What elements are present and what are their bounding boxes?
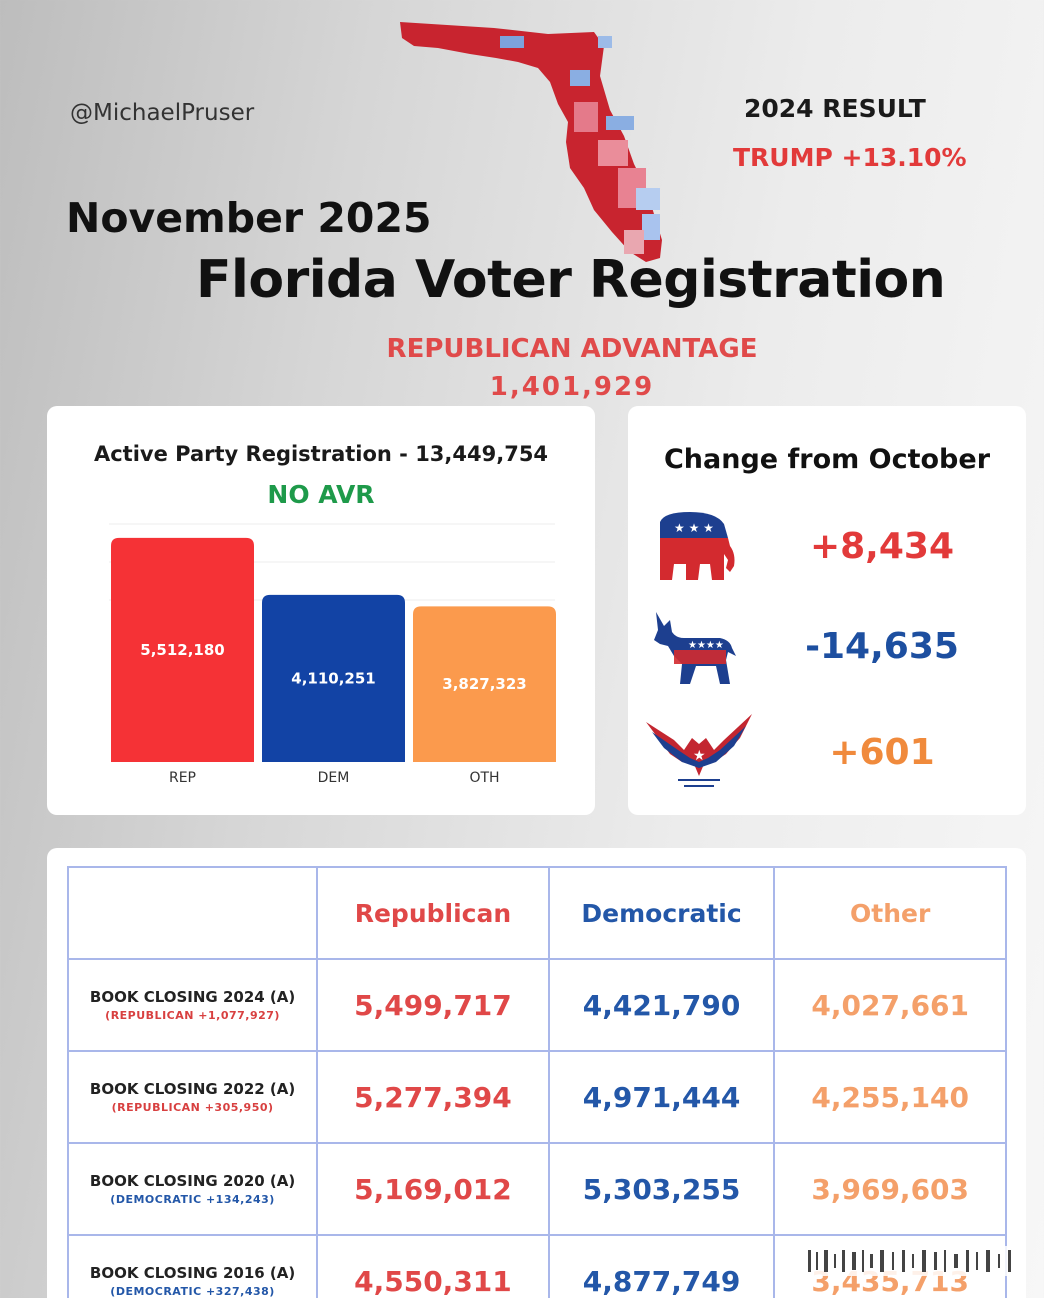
change-democratic: -14,635 <box>805 626 959 667</box>
history-table-card: Republican Democratic Other BOOK CLOSING… <box>47 848 1026 1298</box>
chart-subtitle: NO AVR <box>267 480 375 509</box>
row-label: BOOK CLOSING 2020 (A) <box>89 1172 296 1190</box>
table-header-republican: Republican <box>316 866 550 960</box>
cell-democratic: 4,877,749 <box>547 1234 776 1298</box>
result-value: TRUMP +13.10% <box>733 143 967 172</box>
table-header-other: Other <box>773 866 1007 960</box>
chart-title: Active Party Registration - 13,449,754 <box>93 442 549 466</box>
bar-value-label: 4,110,251 <box>291 669 375 687</box>
map-county-pink <box>598 140 628 166</box>
svg-text:★★★★: ★★★★ <box>688 640 724 651</box>
bar-rep <box>111 537 254 762</box>
cell-democratic: 4,421,790 <box>547 958 776 1052</box>
registration-chart-card: Active Party Registration - 13,449,754 N… <box>47 406 595 815</box>
map-county-pink <box>574 102 598 132</box>
report-month: November 2025 <box>66 194 432 242</box>
cell-democratic: 4,971,444 <box>547 1050 776 1144</box>
change-card: Change from October ★ ★ ★ +8,434 ★★★★ -1… <box>628 406 1026 815</box>
bar-value-label: 3,827,323 <box>442 675 526 693</box>
registration-bar-chart: 5,512,180 REP 4,110,251 DEM 3,827,323 OTH <box>109 523 556 786</box>
row-label: BOOK CLOSING 2016 (A) <box>89 1264 296 1282</box>
cell-other: 4,027,661 <box>773 958 1007 1052</box>
table-row: BOOK CLOSING 2020 (A) (DEMOCRATIC +134,24… <box>66 1142 1007 1236</box>
bar-value-label: 5,512,180 <box>140 641 224 659</box>
map-county-blue <box>636 188 660 210</box>
map-county-pink <box>624 230 644 254</box>
cell-republican: 5,169,012 <box>316 1142 550 1236</box>
map-county-blue <box>500 36 524 48</box>
cell-other: 4,255,140 <box>773 1050 1007 1144</box>
map-county-blue <box>598 36 612 48</box>
result-label: 2024 RESULT <box>744 94 926 123</box>
row-label-cell: BOOK CLOSING 2022 (A) (REPUBLICAN +305,95… <box>66 1050 319 1144</box>
page-title: Florida Voter Registration <box>196 250 946 310</box>
row-label: BOOK CLOSING 2024 (A) <box>89 988 296 1006</box>
row-label: BOOK CLOSING 2022 (A) <box>89 1080 296 1098</box>
category-label: OTH <box>469 770 499 786</box>
cell-republican: 4,550,311 <box>316 1234 550 1298</box>
bar-dem <box>262 594 405 762</box>
row-margin: (REPUBLICAN +305,950) <box>111 1101 274 1114</box>
svg-text:★ ★ ★: ★ ★ ★ <box>674 521 714 535</box>
category-label: DEM <box>318 770 350 786</box>
watermark-strip <box>798 1246 1024 1276</box>
row-margin: (DEMOCRATIC +327,438) <box>110 1285 275 1298</box>
change-republican: +8,434 <box>809 526 955 567</box>
map-county-blue <box>606 116 634 130</box>
advantage-value: 1,401,929 <box>489 372 655 402</box>
table-row: BOOK CLOSING 2022 (A) (REPUBLICAN +305,95… <box>66 1050 1007 1144</box>
advantage-label: REPUBLICAN ADVANTAGE <box>386 334 758 364</box>
category-label: REP <box>169 770 196 786</box>
bar-oth <box>413 606 556 762</box>
eagle-icon: ★ <box>646 714 752 787</box>
row-label-cell: BOOK CLOSING 2020 (A) (DEMOCRATIC +134,24… <box>66 1142 319 1236</box>
democrat-donkey-icon: ★★★★ <box>654 612 736 684</box>
map-county-blue <box>642 214 660 240</box>
author-handle: @MichaelPruser <box>70 100 255 126</box>
map-county-blue <box>570 70 590 86</box>
row-margin: (REPUBLICAN +1,077,927) <box>105 1009 280 1022</box>
florida-county-map <box>400 22 662 262</box>
table-header-blank <box>66 866 319 960</box>
cell-republican: 5,499,717 <box>316 958 550 1052</box>
row-label-cell: BOOK CLOSING 2024 (A) (REPUBLICAN +1,077,… <box>66 958 319 1052</box>
cell-republican: 5,277,394 <box>316 1050 550 1144</box>
change-title: Change from October <box>663 444 991 475</box>
history-table: Republican Democratic Other BOOK CLOSING… <box>66 866 1007 1298</box>
cell-democratic: 5,303,255 <box>547 1142 776 1236</box>
table-row: BOOK CLOSING 2024 (A) (REPUBLICAN +1,077,… <box>66 958 1007 1052</box>
florida-map-shape <box>400 22 662 262</box>
republican-elephant-icon: ★ ★ ★ <box>660 512 735 580</box>
row-margin: (DEMOCRATIC +134,243) <box>110 1193 275 1206</box>
cell-other: 3,969,603 <box>773 1142 1007 1236</box>
change-other: +601 <box>829 732 935 773</box>
svg-text:★: ★ <box>693 748 706 764</box>
row-label-cell: BOOK CLOSING 2016 (A) (DEMOCRATIC +327,43… <box>66 1234 319 1298</box>
table-header-democratic: Democratic <box>547 866 776 960</box>
